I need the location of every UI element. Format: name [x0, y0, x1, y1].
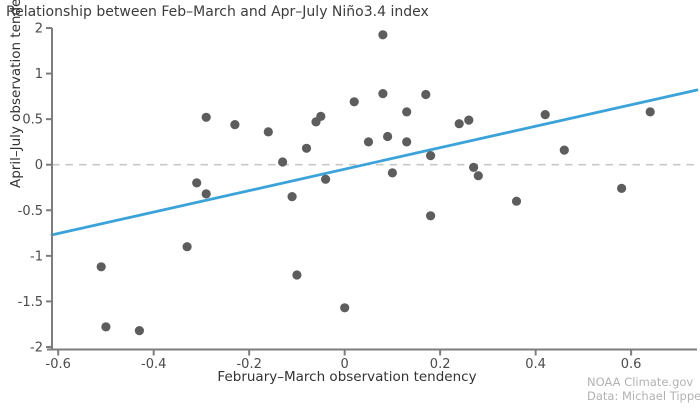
- scatter-point: [363, 137, 374, 147]
- x-axis-label: February–March observation tendency: [217, 369, 477, 385]
- scatter-point: [182, 242, 192, 252]
- scatter-point: [201, 112, 211, 122]
- scatter-point: [321, 174, 331, 184]
- scatter-point: [278, 157, 288, 167]
- scatter-point: [201, 189, 211, 199]
- scatter-point: [402, 107, 412, 117]
- y-tick-label: 0.5: [22, 113, 43, 128]
- scatter-point: [473, 171, 483, 181]
- scatter-point: [402, 137, 412, 147]
- scatter-point: [426, 151, 436, 161]
- x-tick-label: -0.6: [46, 357, 71, 372]
- scatter-point: [454, 119, 464, 129]
- scatter-point: [421, 89, 431, 100]
- scatter-point: [340, 303, 350, 313]
- scatter-point: [101, 322, 111, 332]
- chart-title: Relationship between Feb–March and Apr–J…: [6, 4, 429, 20]
- scatter-point: [349, 97, 359, 107]
- trend-line: [50, 88, 699, 237]
- scatter-point: [378, 30, 388, 40]
- x-tick-label: 0.6: [621, 357, 642, 372]
- scatter-point: [464, 115, 474, 125]
- credits-source: NOAA Climate.gov: [587, 375, 694, 389]
- scatter-point: [230, 120, 240, 130]
- scatter-point: [426, 211, 436, 221]
- y-tick-label: -2: [30, 341, 43, 356]
- scatter-point: [292, 270, 302, 280]
- y-tick-label: 0: [35, 158, 43, 173]
- x-tick-label: 0.4: [525, 357, 546, 372]
- y-tick-label: 1: [35, 67, 43, 82]
- y-tick-label: -1.5: [18, 295, 43, 310]
- scatter-point: [387, 168, 397, 178]
- scatter-point: [617, 183, 627, 193]
- scatter-point: [469, 162, 479, 172]
- y-tick-label: -1: [30, 249, 43, 264]
- x-tick-label: 0: [341, 357, 349, 372]
- scatter-point: [559, 145, 569, 155]
- x-tick-label: -0.4: [141, 357, 166, 372]
- scatter-point: [540, 110, 550, 120]
- x-tick-label: 0.2: [430, 357, 451, 372]
- scatter-point: [263, 127, 273, 137]
- credits: NOAA Climate.gov Data: Michael Tippett: [587, 375, 700, 403]
- y-tick-label: 2: [35, 22, 43, 37]
- x-tick-label: -0.2: [236, 357, 261, 372]
- scatter-point: [378, 89, 388, 99]
- scatter-point: [192, 178, 202, 188]
- scatter-point: [316, 111, 326, 121]
- scatter-point: [287, 192, 297, 202]
- scatter-point: [301, 143, 312, 153]
- y-tick-label: -0.5: [18, 204, 43, 219]
- scatter-point: [645, 107, 655, 117]
- credits-data-attribution: Data: Michael Tippett: [587, 388, 700, 403]
- scatter-point: [383, 131, 393, 142]
- scatter-point: [134, 326, 144, 336]
- scatter-point: [511, 196, 522, 206]
- scatter-point: [96, 262, 106, 272]
